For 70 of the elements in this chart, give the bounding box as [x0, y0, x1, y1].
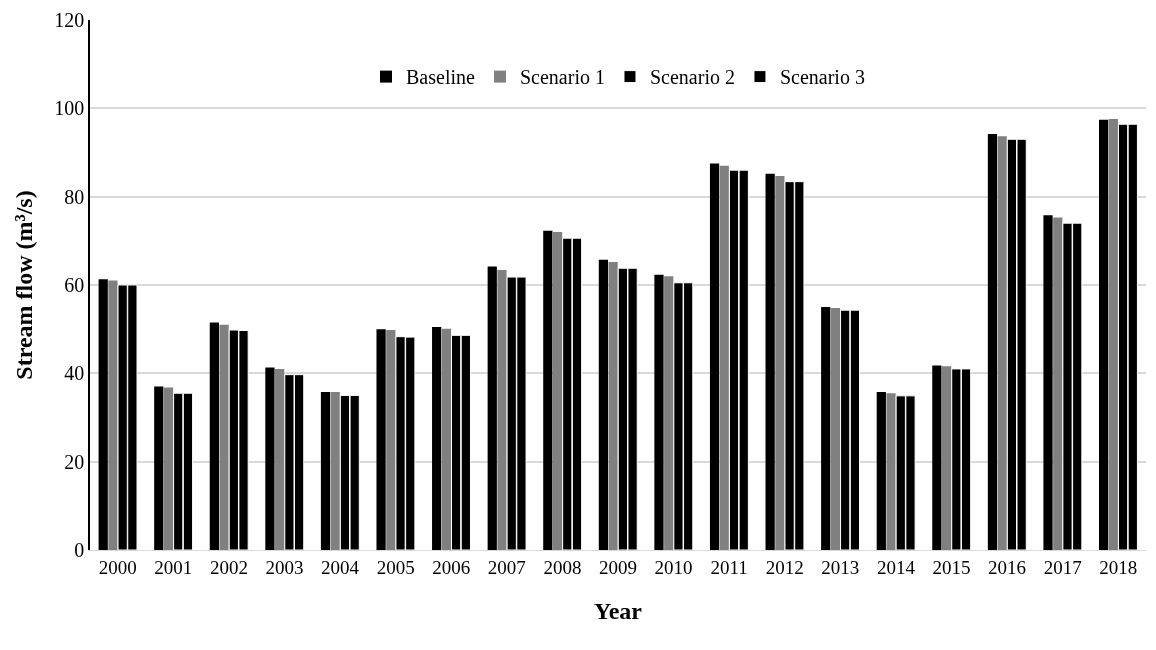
bar	[886, 393, 896, 550]
bar	[441, 328, 452, 550]
x-tick-label: 2015	[932, 556, 971, 578]
bar	[209, 322, 219, 550]
y-axis-title: Stream flow (m³/s)	[10, 190, 37, 380]
bar	[997, 136, 1007, 550]
x-tick-label: 2008	[543, 556, 582, 578]
bar	[664, 276, 674, 550]
bar	[1043, 215, 1053, 550]
x-tick-label: 2006	[432, 556, 471, 578]
bar	[219, 324, 229, 550]
y-tick-label: 40	[64, 362, 85, 385]
bar	[275, 368, 285, 550]
bar	[163, 387, 174, 550]
y-tick-label: 0	[74, 539, 85, 561]
legend-label: Baseline	[406, 66, 475, 89]
bar	[830, 307, 841, 550]
bar	[376, 329, 386, 550]
x-tick-label: 2016	[988, 556, 1027, 578]
bar	[543, 230, 553, 550]
bar	[386, 330, 396, 550]
bar	[775, 175, 785, 550]
legend-label: Scenario 1	[519, 66, 605, 89]
legend-label: Scenario 3	[779, 66, 865, 89]
bar	[497, 269, 507, 550]
bar	[765, 173, 775, 550]
bar	[320, 391, 331, 550]
bar	[432, 326, 442, 550]
x-tick-label: 2009	[599, 556, 637, 578]
bar	[709, 163, 720, 550]
legend-label: Scenario 2	[649, 66, 735, 89]
bar	[108, 280, 118, 550]
bar	[265, 367, 275, 550]
bar	[154, 386, 164, 550]
bar	[598, 259, 609, 550]
bar	[987, 133, 998, 550]
x-tick-label: 2013	[821, 556, 860, 578]
bar	[552, 232, 563, 550]
y-tick-label: 20	[64, 450, 85, 473]
x-tick-label: 2005	[376, 556, 415, 578]
bar	[719, 165, 729, 550]
bar	[932, 365, 942, 550]
x-tick-label: 2004	[321, 556, 360, 578]
bar	[1099, 119, 1109, 550]
bar	[608, 262, 618, 550]
y-tick-label: 100	[54, 97, 85, 120]
x-tick-label: 2002	[209, 556, 248, 578]
x-axis-title: Year	[594, 598, 643, 625]
y-tick-label: 60	[64, 274, 85, 296]
x-tick-label: 2001	[154, 556, 193, 578]
x-tick-label: 2007	[487, 556, 526, 578]
bar	[654, 274, 664, 550]
bar	[1108, 118, 1118, 550]
y-tick-label: 80	[64, 185, 85, 208]
bar	[941, 366, 952, 550]
bar	[821, 307, 831, 550]
x-tick-label: 2017	[1043, 556, 1082, 578]
bar	[330, 391, 340, 550]
y-tick-label: 120	[54, 9, 85, 31]
x-tick-label: 2010	[654, 556, 693, 578]
x-tick-label: 2003	[265, 556, 304, 578]
bar	[98, 279, 108, 550]
x-tick-label: 2018	[1099, 556, 1138, 578]
x-tick-label: 2012	[765, 556, 804, 578]
x-tick-label: 2000	[98, 556, 137, 578]
bar	[1053, 217, 1063, 550]
x-tick-label: 2011	[710, 556, 748, 578]
x-tick-label: 2014	[876, 556, 916, 578]
bar	[876, 391, 886, 550]
bar	[487, 266, 497, 550]
